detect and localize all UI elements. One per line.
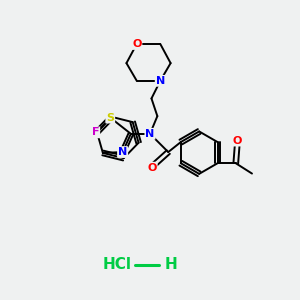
- Text: O: O: [147, 163, 157, 173]
- Text: F: F: [92, 127, 99, 137]
- Text: O: O: [132, 39, 141, 49]
- Text: S: S: [106, 112, 114, 123]
- Text: O: O: [232, 136, 242, 146]
- Text: N: N: [156, 76, 165, 86]
- Text: N: N: [118, 147, 127, 157]
- Text: N: N: [146, 129, 154, 139]
- Text: HCl: HCl: [103, 257, 132, 272]
- Text: H: H: [164, 257, 177, 272]
